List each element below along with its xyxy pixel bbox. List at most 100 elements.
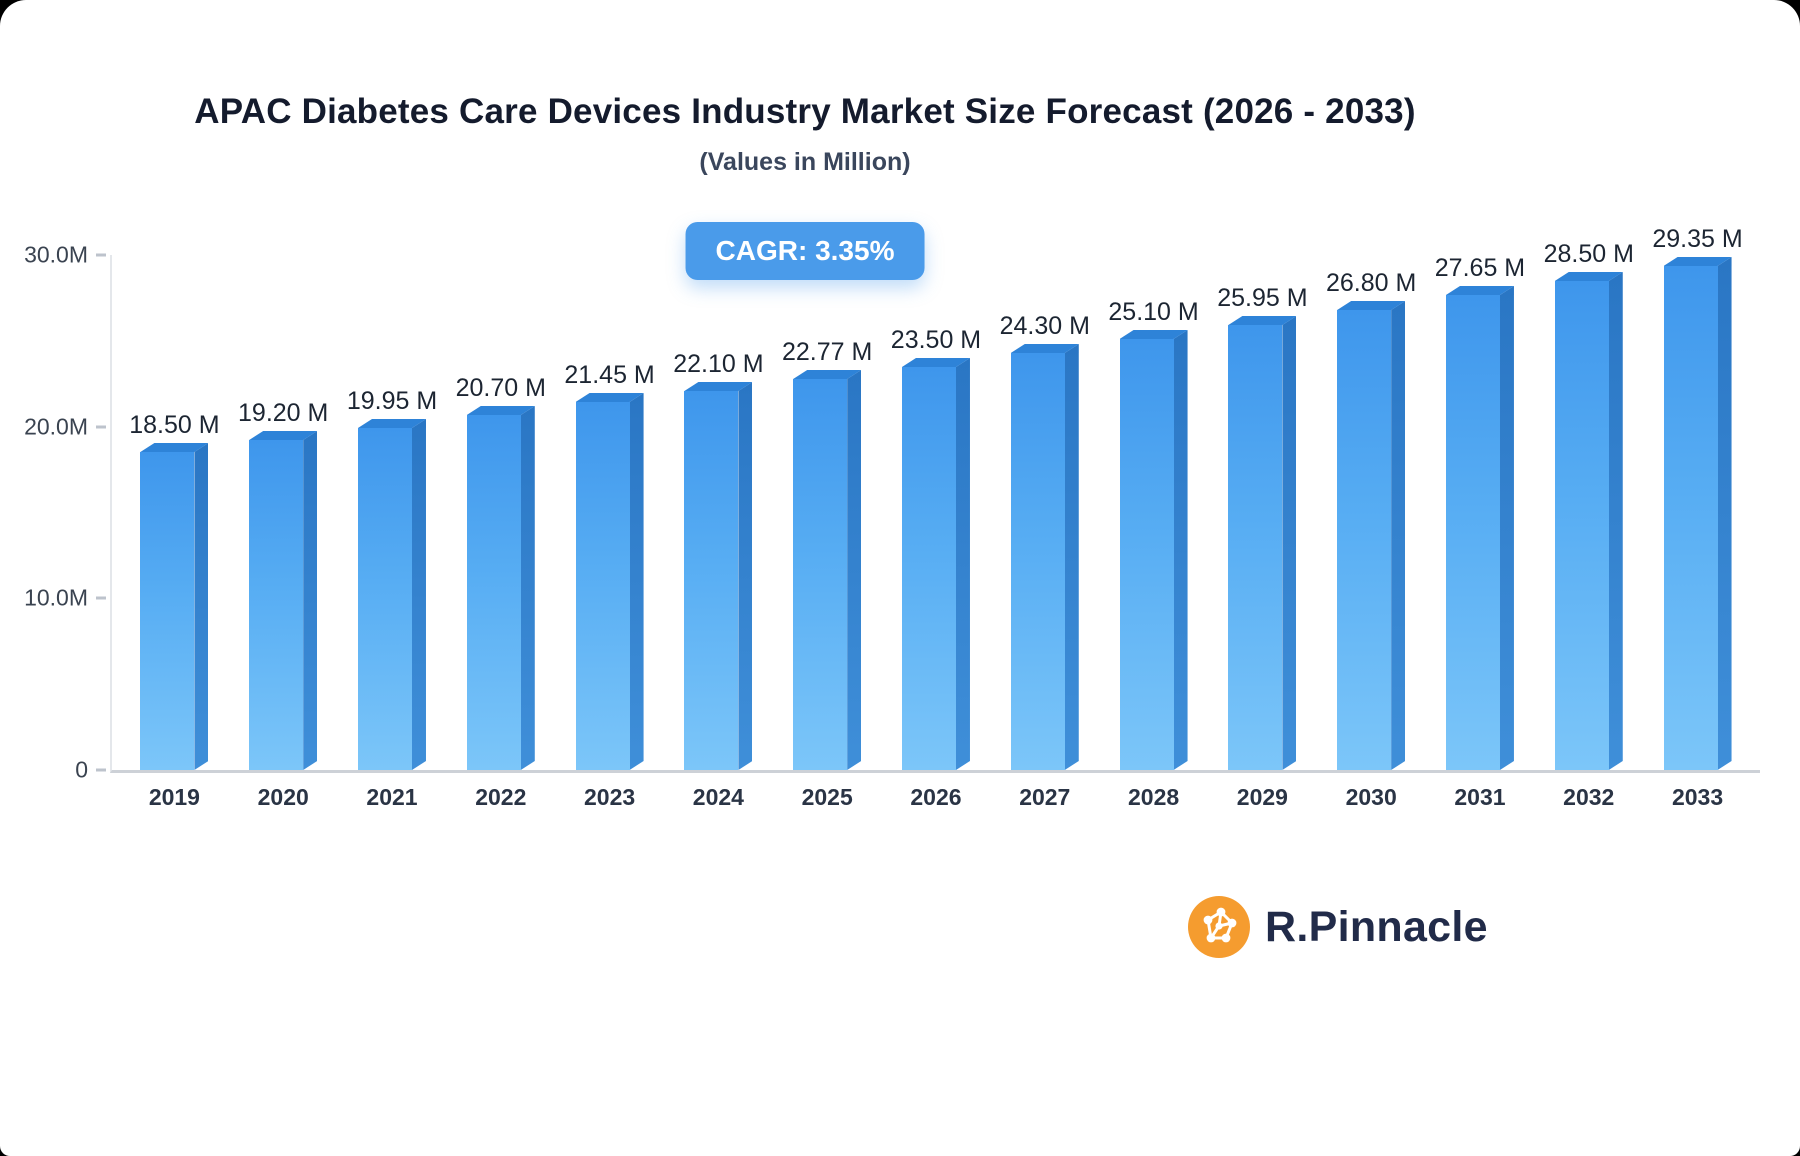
- bar-side-face: [1500, 286, 1514, 770]
- bar-group: 20.70 M: [446, 374, 555, 770]
- bar-group: 29.35 M: [1643, 225, 1752, 770]
- bar-top-face: [684, 382, 753, 391]
- x-axis-label: 2033: [1671, 784, 1724, 810]
- bar-chart: 0 10.0M 20.0M 30.0M 18.50 M 19.20 M 19.95 M 20…: [24, 225, 1760, 810]
- bar-side-face: [194, 443, 208, 770]
- x-axis-label: 2028: [1127, 784, 1180, 810]
- bar-value-label: 28.50 M: [1543, 240, 1634, 268]
- bar-value-label: 23.50 M: [890, 326, 982, 354]
- bar-side-face: [412, 419, 426, 770]
- x-axis-label: 2024: [692, 784, 744, 810]
- bar-side-face: [847, 370, 861, 770]
- bar-top-face: [1010, 344, 1079, 353]
- bar-value-label: 22.10 M: [673, 350, 764, 378]
- bar-top-face: [466, 406, 535, 415]
- bar: 19.95 M: [347, 387, 437, 770]
- brand-name: R.Pinnacle: [1265, 902, 1488, 951]
- bar-front-face: [1010, 353, 1065, 770]
- plot-area: 18.50 M 19.20 M 19.95 M 20.70 M 21.45 M 22.10…: [110, 225, 1760, 810]
- bar-value-label: 29.35 M: [1652, 225, 1743, 253]
- bar-value-label: 19.95 M: [346, 387, 438, 415]
- bar-group: 19.95 M: [338, 387, 447, 770]
- bar: 22.10 M: [673, 350, 764, 770]
- y-tick-label: 20.0M: [24, 413, 88, 440]
- bar-value-label: 21.45 M: [564, 361, 655, 389]
- bar: 21.45 M: [564, 361, 655, 770]
- bar: 24.30 M: [1000, 312, 1090, 770]
- x-axis-label: 2022: [475, 784, 527, 810]
- x-axis-label: 2030: [1345, 784, 1397, 810]
- bar-top-face: [1337, 301, 1406, 310]
- network-molecule-icon: [1188, 896, 1250, 958]
- bar: 27.65 M: [1435, 254, 1525, 770]
- bar-side-face: [521, 406, 535, 770]
- bar-front-face: [575, 402, 630, 770]
- cagr-badge: CAGR: 3.35%: [685, 222, 925, 280]
- x-axis-label: 2020: [257, 784, 309, 810]
- bar-side-face: [956, 358, 970, 770]
- bar: 25.95 M: [1217, 284, 1308, 770]
- y-axis-tick: 30.0M: [24, 242, 106, 269]
- y-axis-tick: 10.0M: [24, 585, 106, 612]
- bar: 26.80 M: [1326, 269, 1416, 770]
- bar-front-face: [1337, 310, 1392, 770]
- x-axis-label: 2029: [1236, 784, 1288, 810]
- bar-value-label: 22.77 M: [782, 338, 873, 366]
- bar-side-face: [1282, 316, 1296, 770]
- x-axis-label: 2031: [1454, 784, 1506, 810]
- y-tick-mark: [96, 253, 106, 257]
- bar-group: 22.10 M: [664, 350, 773, 770]
- bar-side-face: [1391, 301, 1405, 770]
- bar-top-face: [1554, 272, 1623, 281]
- y-tick-label: 0: [75, 756, 88, 783]
- bar-top-face: [140, 443, 209, 452]
- bar: 20.70 M: [456, 374, 546, 770]
- bar: 22.77 M: [782, 338, 872, 770]
- bar-front-face: [1445, 295, 1500, 770]
- bar-value-label: 26.80 M: [1325, 269, 1417, 297]
- bar-group: 21.45 M: [555, 361, 664, 770]
- y-tick-mark: [96, 768, 106, 772]
- bar-top-face: [1445, 286, 1514, 295]
- bar-group: 25.95 M: [1208, 284, 1317, 770]
- bar-top-face: [1119, 330, 1188, 339]
- bar-value-label: 25.95 M: [1217, 284, 1308, 312]
- bar-front-face: [249, 440, 304, 770]
- bar-front-face: [1554, 281, 1609, 770]
- bar: 25.10 M: [1108, 298, 1199, 770]
- bar-front-face: [684, 391, 739, 770]
- bar: 28.50 M: [1544, 240, 1634, 770]
- y-axis-tick: 20.0M: [24, 413, 106, 440]
- x-axis-label: 2019: [148, 784, 200, 810]
- bar-top-face: [1663, 257, 1732, 266]
- bar-front-face: [357, 428, 412, 770]
- bar-group: 23.50 M: [882, 326, 991, 770]
- y-tick-mark: [96, 425, 106, 429]
- bar-value-label: 27.65 M: [1434, 254, 1526, 282]
- bar-top-face: [901, 358, 970, 367]
- bar-side-face: [738, 382, 752, 770]
- bar-side-face: [1174, 330, 1188, 770]
- bars-row: 18.50 M 19.20 M 19.95 M 20.70 M 21.45 M 22.10…: [112, 225, 1760, 770]
- y-axis-tick: 0: [75, 757, 106, 784]
- x-axis-label: 2026: [910, 784, 962, 810]
- chart-title: APAC Diabetes Care Devices Industry Mark…: [194, 92, 1416, 131]
- x-axis-label: 2027: [1019, 784, 1071, 810]
- bar: 23.50 M: [891, 326, 981, 770]
- x-axis-label: 2023: [584, 784, 636, 810]
- bar-top-face: [793, 370, 862, 379]
- x-axis-label: 2021: [366, 784, 418, 810]
- x-axis-label: 2025: [801, 784, 853, 810]
- bar-value-label: 18.50 M: [129, 411, 220, 439]
- bar-front-face: [1228, 325, 1283, 770]
- bar-group: 24.30 M: [990, 312, 1099, 770]
- bar: 19.20 M: [238, 399, 328, 770]
- bar-front-face: [901, 367, 956, 770]
- bar-group: 18.50 M: [120, 411, 229, 770]
- bar-top-face: [575, 393, 644, 402]
- bar: 29.35 M: [1652, 225, 1743, 770]
- bar-side-face: [1609, 272, 1623, 770]
- bar-side-face: [630, 393, 644, 770]
- bar-front-face: [793, 379, 848, 770]
